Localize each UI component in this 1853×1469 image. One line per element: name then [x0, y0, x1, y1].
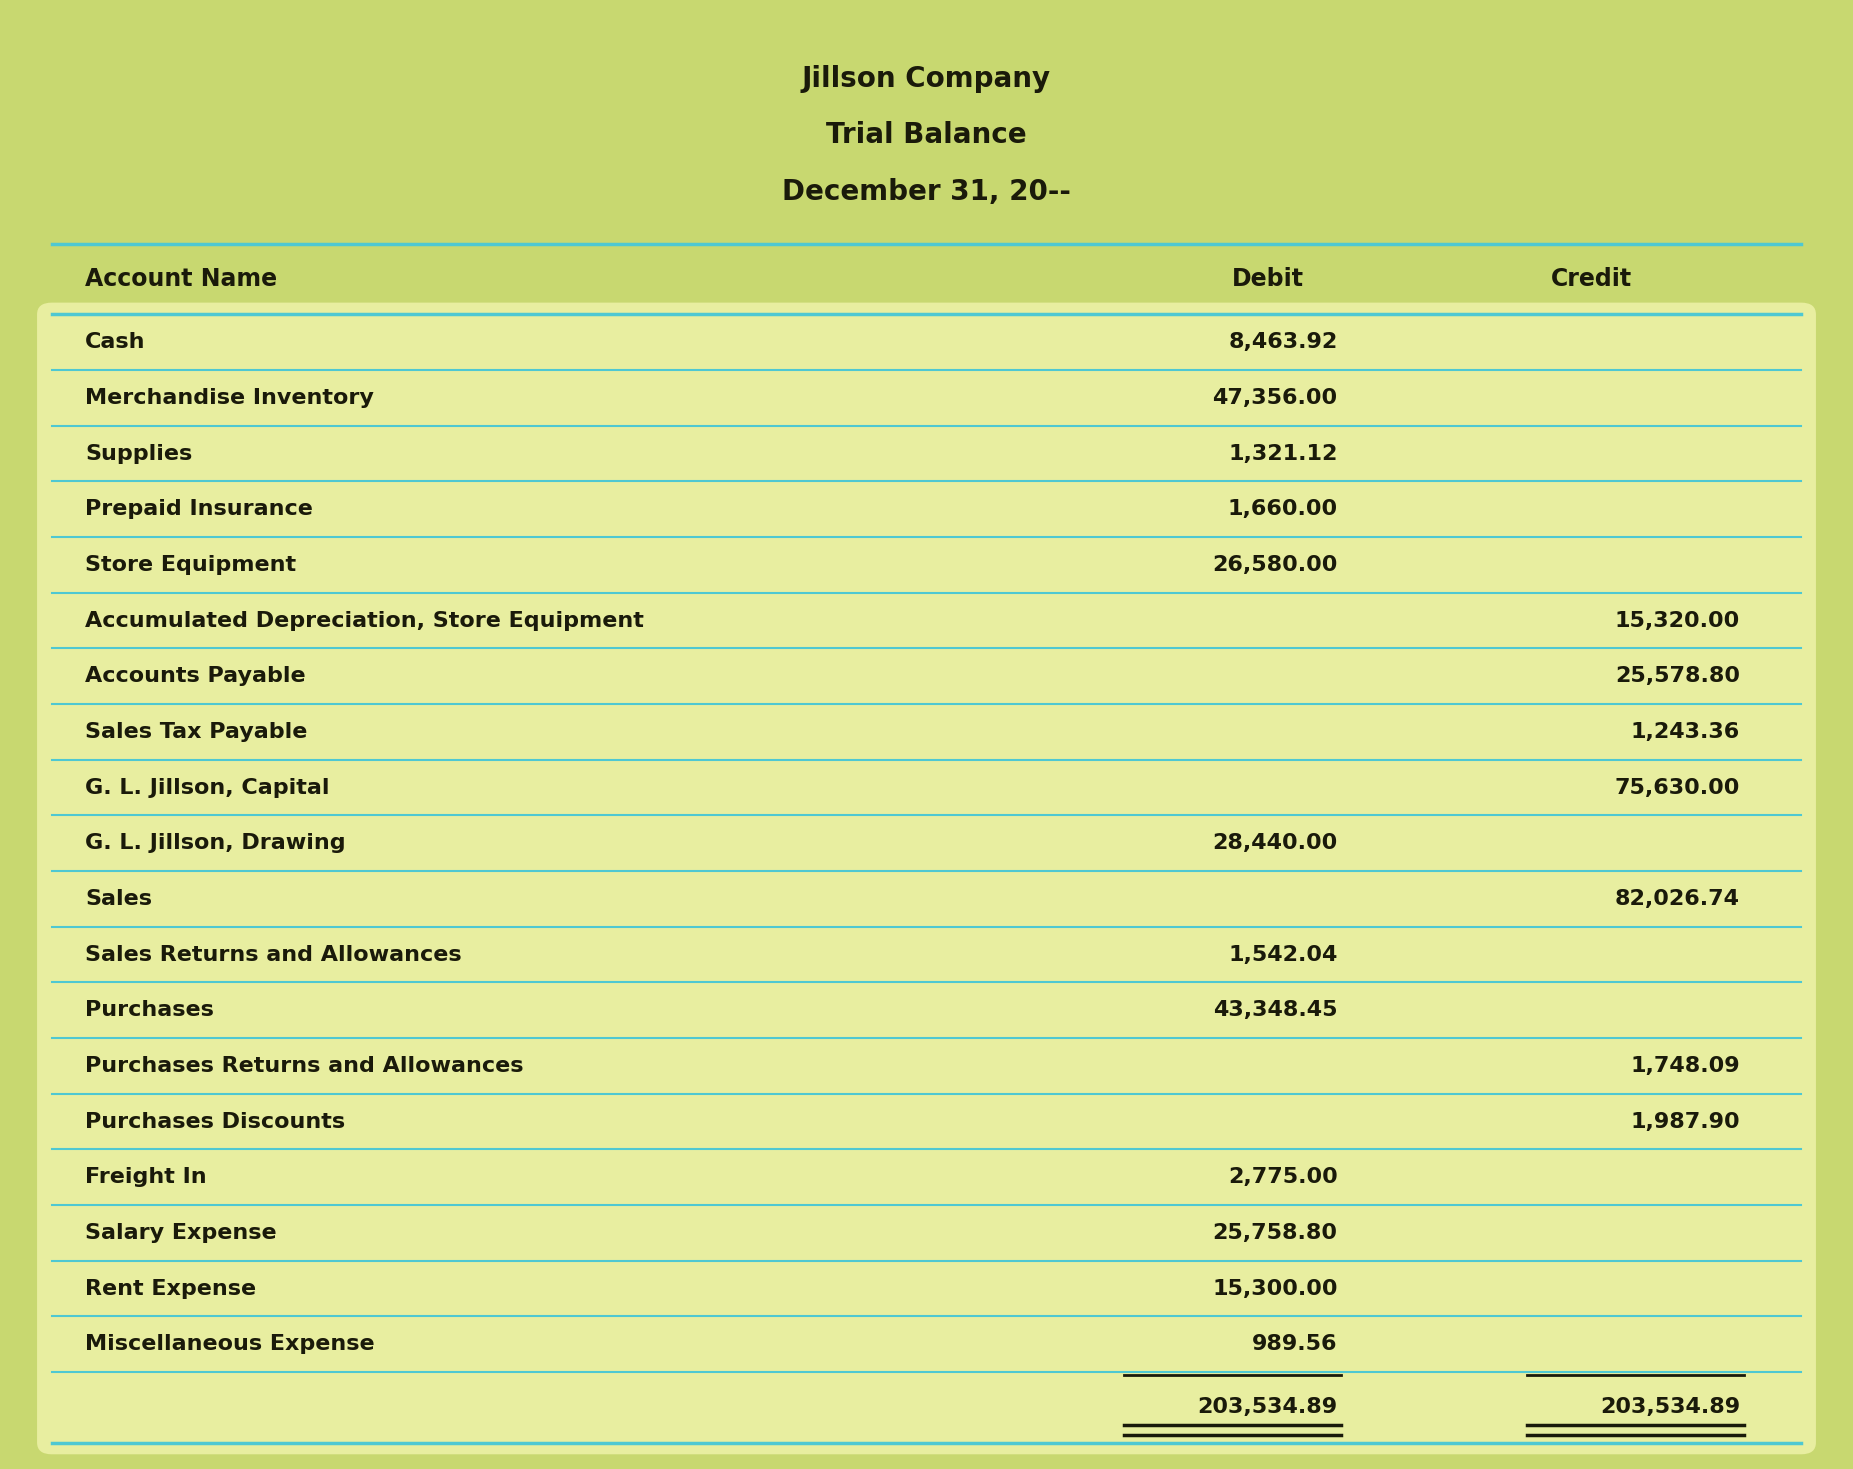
- Text: 28,440.00: 28,440.00: [1212, 833, 1338, 853]
- Text: Rent Expense: Rent Expense: [85, 1278, 256, 1299]
- Text: Debit: Debit: [1232, 267, 1305, 291]
- Text: 1,243.36: 1,243.36: [1631, 721, 1740, 742]
- Text: Accumulated Depreciation, Store Equipment: Accumulated Depreciation, Store Equipmen…: [85, 611, 645, 630]
- FancyBboxPatch shape: [37, 303, 1816, 1454]
- Text: 43,348.45: 43,348.45: [1214, 1000, 1338, 1019]
- Text: G. L. Jillson, Drawing: G. L. Jillson, Drawing: [85, 833, 347, 853]
- Text: 1,660.00: 1,660.00: [1227, 499, 1338, 519]
- FancyBboxPatch shape: [30, 9, 1823, 1460]
- Text: 2,775.00: 2,775.00: [1229, 1168, 1338, 1187]
- Text: G. L. Jillson, Capital: G. L. Jillson, Capital: [85, 777, 330, 798]
- Text: Purchases Discounts: Purchases Discounts: [85, 1112, 345, 1131]
- Text: Accounts Payable: Accounts Payable: [85, 667, 306, 686]
- Text: Salary Expense: Salary Expense: [85, 1222, 276, 1243]
- Text: Supplies: Supplies: [85, 444, 193, 464]
- Text: Sales Returns and Allowances: Sales Returns and Allowances: [85, 945, 461, 965]
- Text: Miscellaneous Expense: Miscellaneous Expense: [85, 1334, 374, 1354]
- Text: 203,534.89: 203,534.89: [1197, 1397, 1338, 1418]
- Text: 15,300.00: 15,300.00: [1212, 1278, 1338, 1299]
- Text: 1,748.09: 1,748.09: [1631, 1056, 1740, 1075]
- Text: Freight In: Freight In: [85, 1168, 208, 1187]
- Text: Purchases Returns and Allowances: Purchases Returns and Allowances: [85, 1056, 524, 1075]
- Text: Merchandise Inventory: Merchandise Inventory: [85, 388, 374, 408]
- Text: 15,320.00: 15,320.00: [1614, 611, 1740, 630]
- Text: 1,321.12: 1,321.12: [1229, 444, 1338, 464]
- Text: 203,534.89: 203,534.89: [1599, 1397, 1740, 1418]
- Text: 25,758.80: 25,758.80: [1212, 1222, 1338, 1243]
- Text: Sales: Sales: [85, 889, 152, 909]
- Text: Account Name: Account Name: [85, 267, 278, 291]
- Text: Store Equipment: Store Equipment: [85, 555, 296, 574]
- Text: 1,542.04: 1,542.04: [1229, 945, 1338, 965]
- Text: 82,026.74: 82,026.74: [1616, 889, 1740, 909]
- Text: 8,463.92: 8,463.92: [1229, 332, 1338, 353]
- Text: Credit: Credit: [1551, 267, 1632, 291]
- Text: Prepaid Insurance: Prepaid Insurance: [85, 499, 313, 519]
- Text: 1,987.90: 1,987.90: [1631, 1112, 1740, 1131]
- Text: 25,578.80: 25,578.80: [1616, 667, 1740, 686]
- Text: December 31, 20--: December 31, 20--: [782, 178, 1071, 206]
- Text: Cash: Cash: [85, 332, 146, 353]
- Text: 989.56: 989.56: [1253, 1334, 1338, 1354]
- Bar: [52, 244, 1801, 314]
- Text: Purchases: Purchases: [85, 1000, 215, 1019]
- Text: 75,630.00: 75,630.00: [1614, 777, 1740, 798]
- Text: Trial Balance: Trial Balance: [826, 120, 1027, 150]
- Text: 47,356.00: 47,356.00: [1212, 388, 1338, 408]
- Text: 26,580.00: 26,580.00: [1212, 555, 1338, 574]
- Text: Jillson Company: Jillson Company: [802, 65, 1051, 93]
- Text: Sales Tax Payable: Sales Tax Payable: [85, 721, 308, 742]
- FancyBboxPatch shape: [37, 15, 1816, 256]
